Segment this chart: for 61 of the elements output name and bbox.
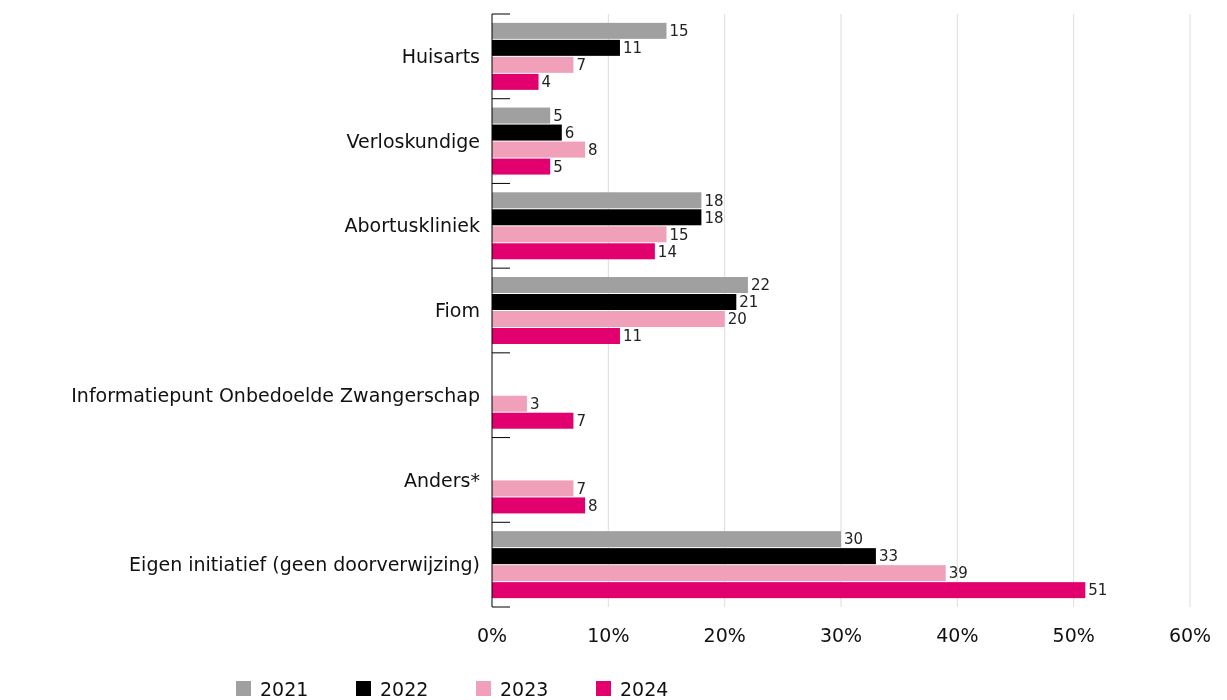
data-label: 15 [669, 22, 689, 41]
x-tick-label: 40% [936, 624, 979, 646]
data-label: 20 [727, 310, 747, 329]
data-label: 15 [669, 225, 689, 244]
data-label: 11 [622, 39, 643, 58]
x-tick-label: 20% [703, 624, 746, 646]
legend-label: 2024 [620, 677, 669, 700]
bar [492, 531, 841, 548]
bar [492, 277, 748, 293]
data-label: 5 [553, 106, 563, 125]
bar [492, 192, 702, 209]
data-label: 8 [588, 496, 598, 515]
bar [492, 73, 539, 90]
bar [492, 395, 527, 412]
y-tick-label: Anders* [404, 468, 480, 491]
data-label: 7 [576, 479, 586, 498]
y-tick-label: Eigen initiatief (geen doorverwijzing) [129, 553, 480, 576]
bar [492, 158, 551, 175]
data-label: 3 [529, 394, 540, 413]
bar [492, 311, 725, 327]
bar [492, 412, 574, 429]
bar [492, 328, 620, 344]
y-tick-label: Fiom [435, 299, 480, 322]
x-tick-label: 30% [819, 624, 863, 646]
bar [492, 56, 574, 73]
bar [492, 141, 586, 158]
data-label: 33 [878, 547, 898, 566]
x-tick-label: 50% [1052, 624, 1095, 646]
y-tick-label: Abortuskliniek [344, 214, 480, 237]
legend-label: 2021 [260, 677, 309, 700]
bar [492, 582, 1086, 599]
data-label: 4 [541, 73, 552, 92]
x-tick-label: 60% [1168, 624, 1212, 646]
y-tick-label: Huisarts [401, 45, 480, 68]
data-label: 8 [588, 140, 598, 159]
bar [492, 22, 667, 39]
legend-label: 2022 [380, 677, 429, 700]
data-label: 6 [564, 123, 575, 142]
x-tick-label: 10% [587, 624, 630, 646]
data-label: 11 [622, 327, 643, 346]
data-label: 21 [739, 293, 759, 312]
data-label: 18 [704, 208, 724, 227]
bar [492, 480, 574, 497]
data-label: 7 [576, 56, 586, 75]
bar [492, 565, 946, 582]
x-tick-label: 0% [476, 624, 508, 646]
y-tick-label: Informatiepunt Onbedoelde Zwangerschap [71, 383, 480, 406]
bar [492, 243, 655, 260]
data-label: 39 [948, 564, 968, 583]
y-tick-label: Verloskundige [346, 129, 480, 152]
data-label: 5 [553, 157, 563, 176]
legend-label: 2023 [500, 677, 549, 700]
data-label: 14 [657, 242, 677, 261]
data-label: 30 [844, 530, 864, 549]
bar [492, 497, 586, 514]
bar [492, 226, 667, 243]
data-label: 51 [1088, 581, 1108, 600]
data-label: 18 [704, 191, 724, 210]
data-label: 7 [576, 411, 586, 430]
data-label: 22 [750, 276, 771, 295]
bar [492, 107, 551, 124]
